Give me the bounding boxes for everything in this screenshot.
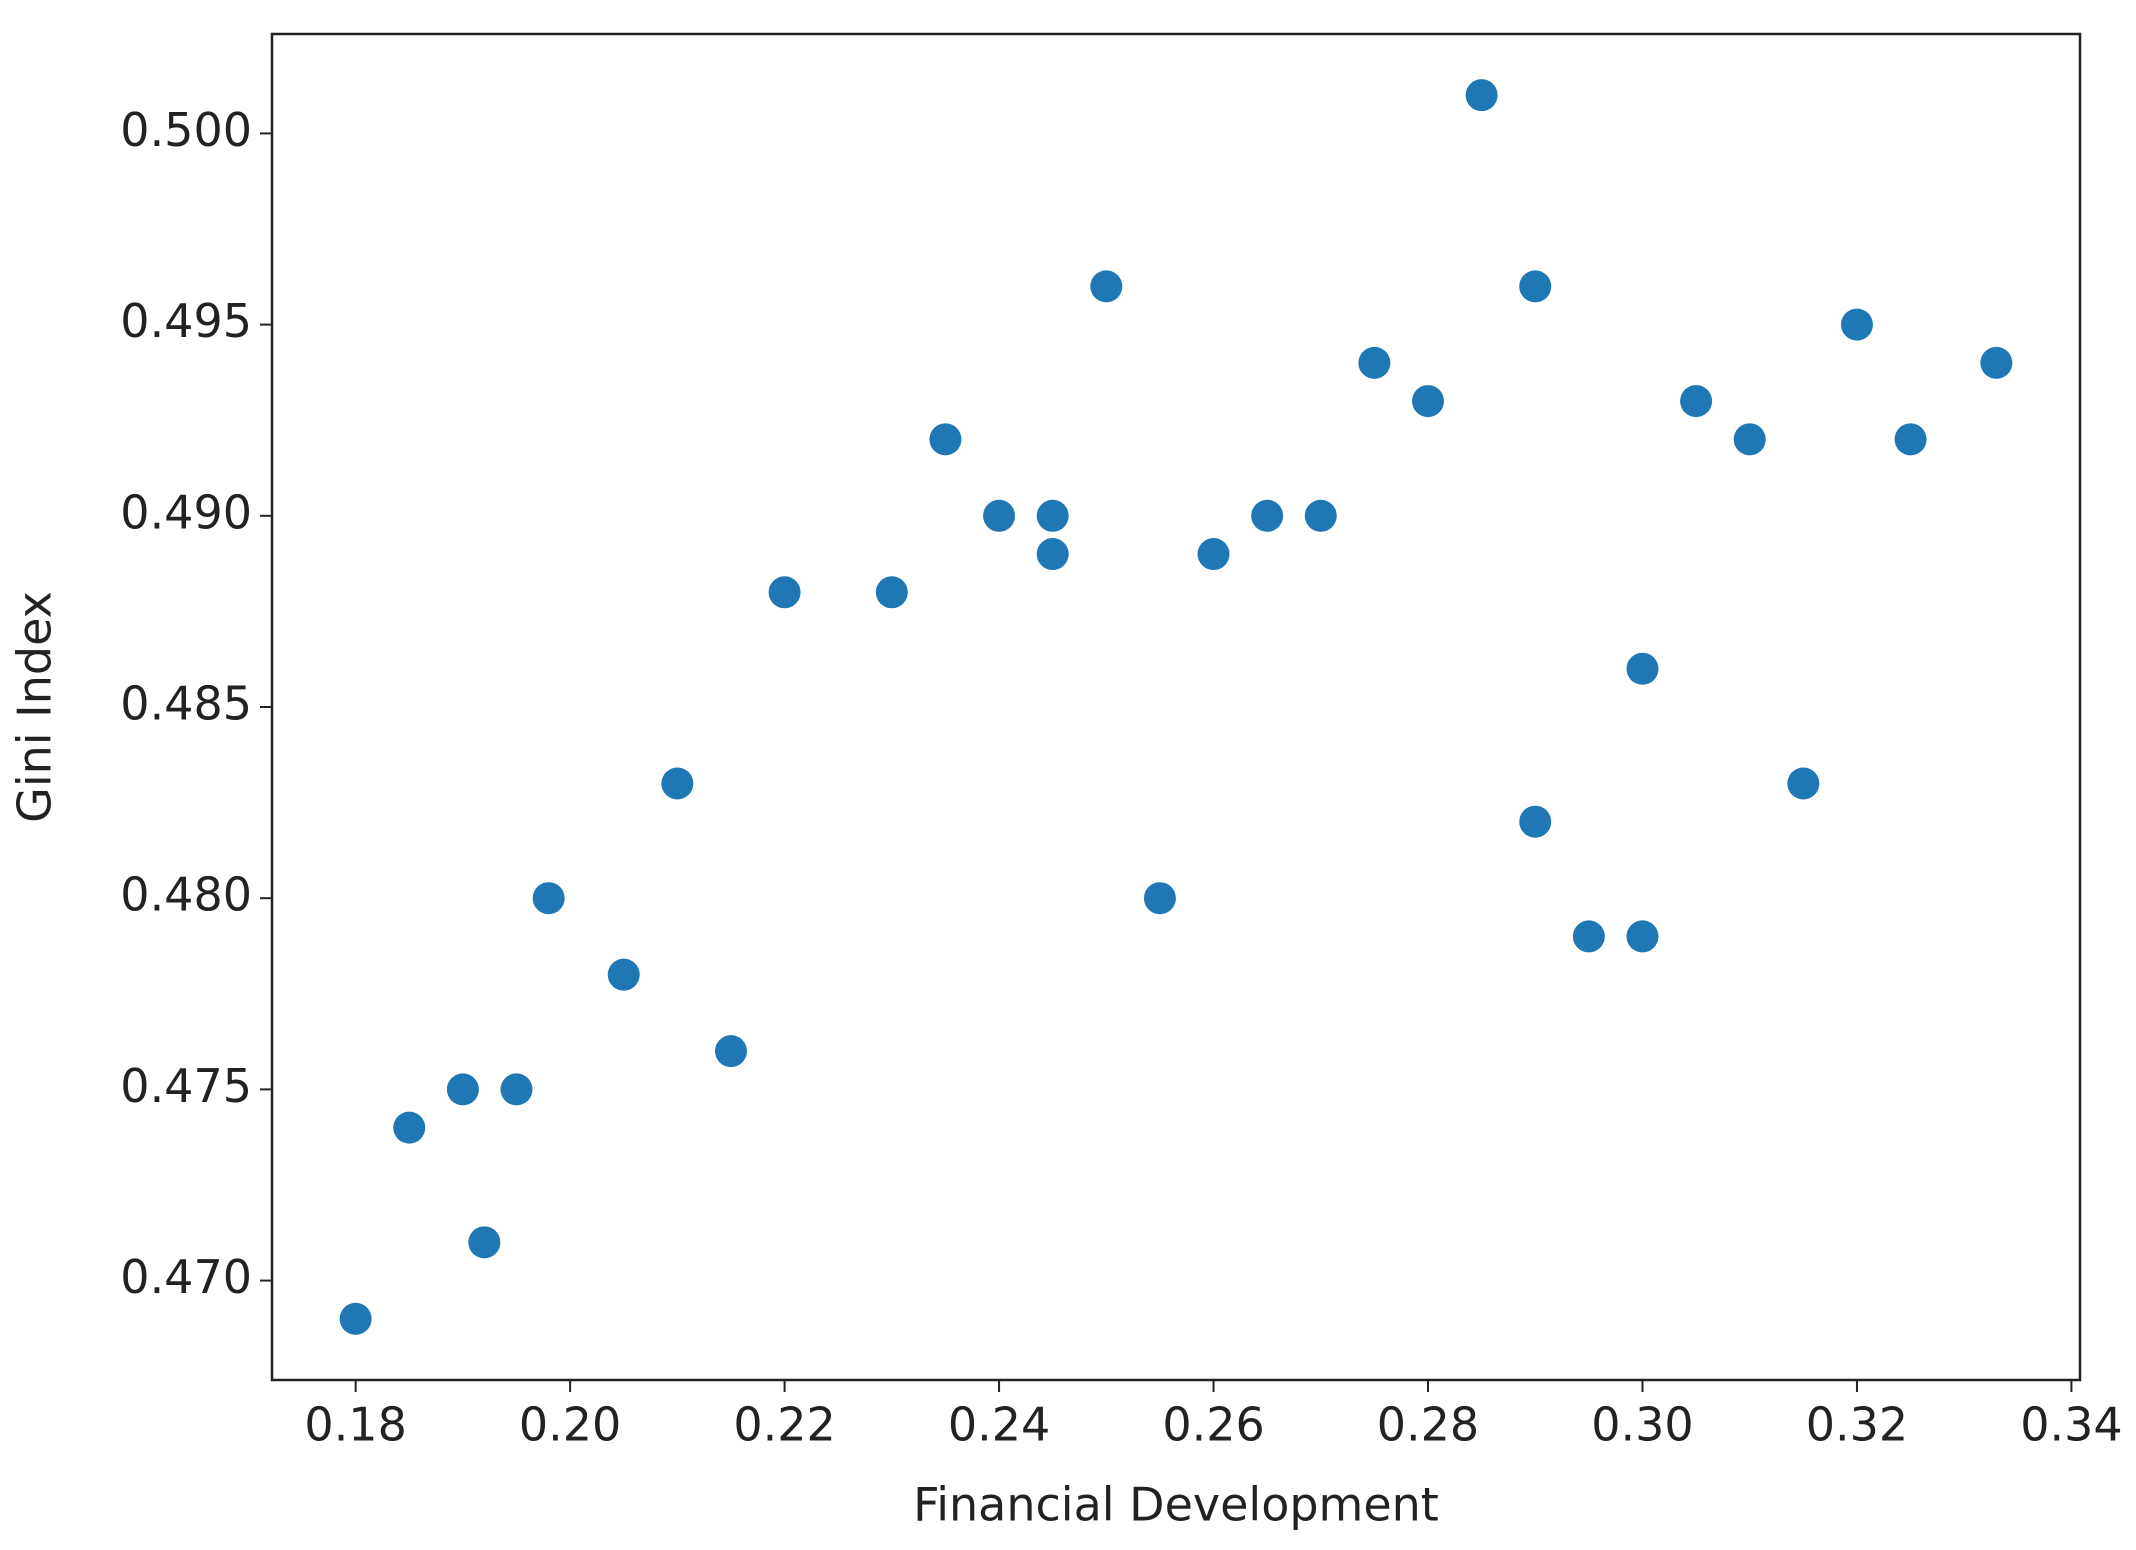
point [1626, 920, 1659, 953]
point [1358, 346, 1391, 379]
point [1304, 499, 1337, 532]
plot-frame [270, 32, 2082, 1382]
point [875, 576, 908, 609]
point [1036, 538, 1069, 571]
point [1840, 308, 1873, 341]
x-tick-label: 0.30 [1591, 1398, 1693, 1452]
point [1787, 767, 1820, 800]
point [446, 1073, 479, 1106]
point [1519, 805, 1552, 838]
point [661, 767, 694, 800]
y-tick-label: 0.475 [120, 1059, 252, 1113]
point [607, 958, 640, 991]
point [1519, 270, 1552, 303]
point [1626, 652, 1659, 685]
x-tick-label: 0.34 [2020, 1398, 2122, 1452]
point [1733, 423, 1766, 456]
point [929, 423, 962, 456]
y-tick-label: 0.485 [120, 677, 252, 731]
point [393, 1111, 426, 1144]
y-tick-label: 0.490 [120, 485, 252, 539]
point [339, 1302, 372, 1335]
point [1680, 385, 1713, 418]
point [1465, 79, 1498, 112]
x-tick-label: 0.28 [1377, 1398, 1479, 1452]
point [1894, 423, 1927, 456]
point [1036, 499, 1069, 532]
y-tick-label: 0.480 [120, 868, 252, 922]
point [1197, 538, 1230, 571]
x-axis-label: Financial Development [913, 1478, 1439, 1532]
point [1090, 270, 1123, 303]
point [532, 882, 565, 915]
y-axis-label: Gini Index [8, 591, 62, 823]
point [1572, 920, 1605, 953]
x-tick-label: 0.24 [948, 1398, 1050, 1452]
point [1412, 385, 1445, 418]
y-tick-label: 0.500 [120, 103, 252, 157]
y-tick-label: 0.495 [120, 294, 252, 348]
x-tick-label: 0.22 [733, 1398, 835, 1452]
point [1143, 882, 1176, 915]
point [714, 1035, 747, 1068]
point [983, 499, 1016, 532]
y-tick-label: 0.470 [120, 1250, 252, 1304]
point [768, 576, 801, 609]
x-tick-label: 0.32 [1806, 1398, 1908, 1452]
x-tick-label: 0.20 [519, 1398, 621, 1452]
point [1980, 346, 2013, 379]
point [500, 1073, 533, 1106]
x-tick-label: 0.26 [1162, 1398, 1264, 1452]
point [1251, 499, 1284, 532]
point [468, 1226, 501, 1259]
x-tick-label: 0.18 [304, 1398, 406, 1452]
